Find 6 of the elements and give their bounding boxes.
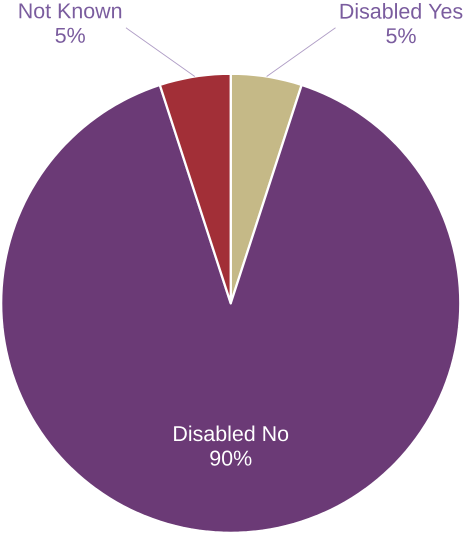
slice-label: Disabled Yes: [340, 3, 462, 19]
slice-label: Disabled No: [174, 425, 288, 442]
data-label: 5%: [386, 28, 416, 44]
data-label: 90%: [210, 450, 252, 466]
slice-label: Not Known: [19, 3, 122, 18]
data-label: 5%: [55, 28, 85, 43]
